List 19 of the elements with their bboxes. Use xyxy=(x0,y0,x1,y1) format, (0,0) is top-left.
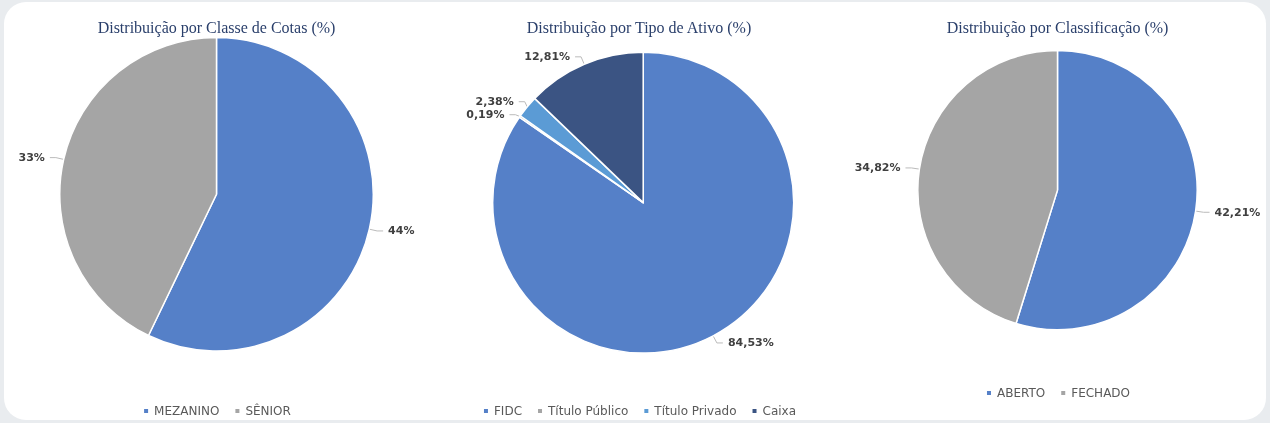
legend-label: ABERTO xyxy=(996,386,1046,400)
data-label: 2,38% xyxy=(475,95,514,109)
data-label: 0,19% xyxy=(466,108,505,122)
legend-label: Título Público xyxy=(547,404,629,418)
legend-label: MEZANINO xyxy=(154,404,220,418)
legend-label: SÊNIOR xyxy=(245,403,291,418)
data-label: 34,82% xyxy=(854,161,901,175)
data-label: 33% xyxy=(18,151,45,165)
chart-title: Distribuição por Classificação (%) xyxy=(946,18,1169,37)
data-label: 12,81% xyxy=(524,50,571,64)
legend-label: FECHADO xyxy=(1071,386,1131,400)
data-label: 42,21% xyxy=(1214,205,1261,219)
data-label: 44% xyxy=(388,224,415,238)
legend-label: FIDC xyxy=(493,404,523,418)
chart-title: Distribuição por Tipo de Ativo (%) xyxy=(526,18,752,37)
legend-label: Título Privado xyxy=(653,404,737,418)
data-label: 84,53% xyxy=(727,336,774,350)
chart-title: Distribuição por Classe de Cotas (%) xyxy=(97,18,336,37)
legend-label: Caixa xyxy=(762,404,797,418)
